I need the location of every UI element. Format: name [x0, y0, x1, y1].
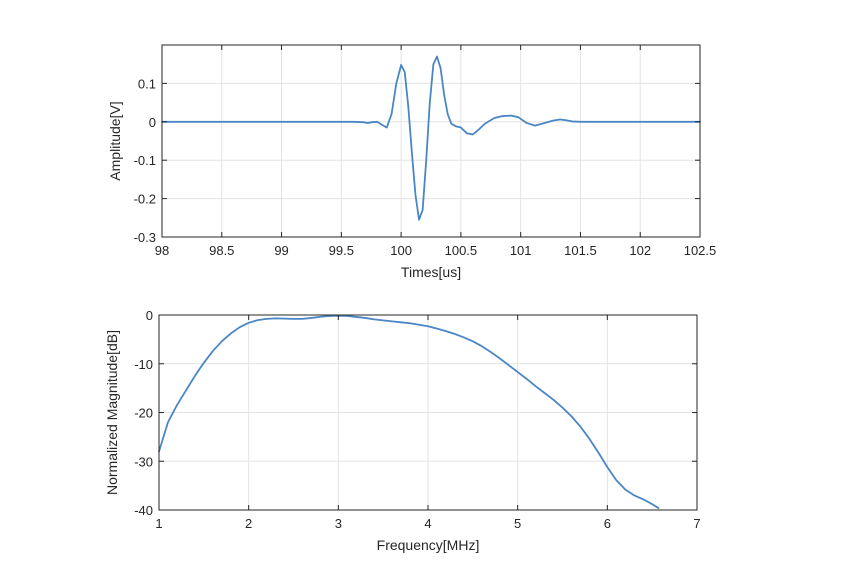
- freq-x-tick-label: 3: [335, 516, 342, 531]
- time-x-tick-label: 102: [629, 243, 651, 258]
- time-x-axis-label: Times[us]: [401, 264, 461, 280]
- freq-y-tick-label: -40: [134, 503, 153, 518]
- time-x-tick-label: 100: [390, 243, 412, 258]
- time-y-tick-label: -0.2: [134, 192, 156, 207]
- time-series-line: [161, 55, 701, 221]
- time-x-tick-label: 99.5: [329, 243, 354, 258]
- time-domain-plot: 98 98.5 99 99.5 100 100.5 101 101.5 102 102.5 -0.3…: [107, 44, 717, 280]
- freq-series-line: [158, 314, 660, 509]
- freq-x-tick-label: 5: [514, 516, 521, 531]
- freq-x-tick-label: 4: [424, 516, 431, 531]
- time-y-tick-label: 0: [149, 115, 156, 130]
- freq-x-tick-label: 6: [604, 516, 611, 531]
- freq-x-axis-label: Frequency[MHz]: [377, 537, 480, 553]
- time-x-tick-label: 101.5: [564, 243, 597, 258]
- time-x-tick-label: 102.5: [684, 243, 717, 258]
- freq-x-tick-label: 7: [693, 516, 700, 531]
- freq-y-tick-label: -20: [134, 406, 153, 421]
- frequency-domain-plot: 1 2 3 4 5 6 7 -40 -30 -20 -10 0 Frequency[MHz] Normal…: [104, 308, 701, 553]
- time-x-tick-label: 101: [510, 243, 532, 258]
- time-axes-box: [161, 44, 701, 238]
- freq-y-tick-label: -10: [134, 357, 153, 372]
- freq-y-axis-label: Normalized Magnitude[dB]: [104, 330, 120, 495]
- time-y-tick-label: 0.1: [138, 76, 156, 91]
- freq-y-tick-label: 0: [146, 308, 153, 323]
- freq-x-tick-label: 2: [245, 516, 252, 531]
- time-y-axis-label: Amplitude[V]: [107, 101, 123, 180]
- freq-y-tick-label: -30: [134, 454, 153, 469]
- freq-x-tick-label: 1: [155, 516, 162, 531]
- time-x-tick-label: 98: [155, 243, 169, 258]
- time-x-tick-label: 100.5: [445, 243, 478, 258]
- time-x-tick-label: 98.5: [209, 243, 234, 258]
- time-x-tick-label: 99: [274, 243, 288, 258]
- time-y-tick-label: -0.1: [134, 153, 156, 168]
- time-y-tick-label: -0.3: [134, 230, 156, 245]
